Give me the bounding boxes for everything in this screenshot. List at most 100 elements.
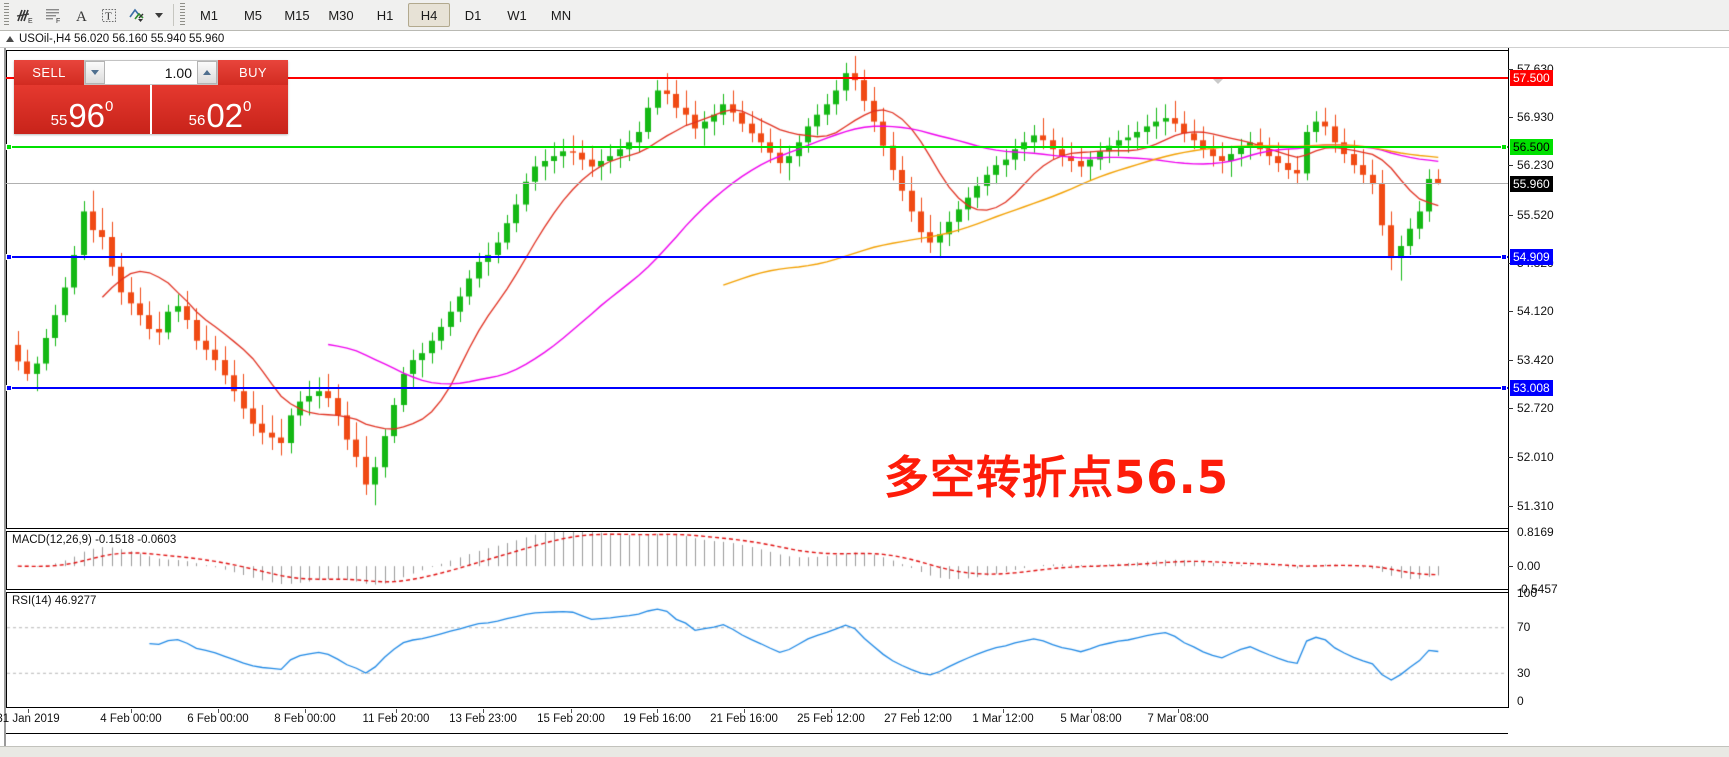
time-axis-label: 11 Feb 20:00 [362,713,430,725]
timeframe-h4[interactable]: H4 [408,3,450,27]
text-label-icon[interactable]: A [67,2,95,28]
triangle-up-icon[interactable] [6,36,14,42]
chart-area[interactable]: MACD(12,26,9) -0.1518 -0.0603 RSI(14) 46… [0,48,1729,757]
level-handle[interactable] [6,385,12,392]
price-level-badge-last-price[interactable]: 55.960 [1510,176,1553,193]
scroll-indicator-icon[interactable] [1212,78,1224,84]
level-line-56-500[interactable] [6,145,1508,148]
time-tick [218,709,219,713]
caret-up-icon [203,70,211,75]
trade-panel-prices: 55 96 0 56 02 0 [14,85,288,134]
sell-price-big: 96 [68,97,106,134]
rsi-label: RSI(14) 46.9277 [12,595,97,607]
chart-annotation-text: 多空转折点56.5 [884,451,1230,504]
time-tick [1003,709,1004,713]
price-level-badge-support[interactable]: 53.008 [1510,380,1553,397]
rsi-scale-label: 30 [1517,665,1531,680]
text-box-icon[interactable]: T [95,2,123,28]
sell-price-display[interactable]: 55 96 0 [14,85,150,134]
time-tick [131,709,132,713]
level-line-55-960[interactable] [6,183,1508,185]
macd-scale-label: 0.00 [1517,559,1541,574]
time-tick [831,709,832,713]
svg-text:A: A [76,9,87,25]
price-tick-label: 55.520 [1517,207,1554,222]
time-axis-label: 15 Feb 20:00 [537,713,605,725]
time-axis-label: 13 Feb 23:00 [449,713,517,725]
time-axis-label: 1 Mar 12:00 [972,713,1034,725]
price-tick-label: 52.720 [1517,401,1554,416]
price-tick [1508,408,1513,410]
buy-button[interactable]: BUY [218,60,288,85]
level-handle[interactable] [1501,385,1507,392]
level-line-54-909[interactable] [6,255,1508,258]
level-line-53-008[interactable] [6,387,1508,390]
time-tick [28,709,29,713]
buy-price-display[interactable]: 56 02 0 [152,85,288,134]
timeframe-h1[interactable]: H1 [376,7,394,23]
price-chart-panel[interactable] [6,50,1728,529]
macd-scale-label: -0.5457 [1517,582,1558,596]
macd-panel[interactable]: MACD(12,26,9) -0.1518 -0.0603 [6,531,1728,590]
price-level-badge-resistance[interactable]: 57.500 [1510,69,1553,86]
trade-panel-top-row: SELL 1.00 BUY [14,60,288,85]
time-tick [483,709,484,713]
price-level-badge-pivot[interactable]: 56.500 [1510,138,1553,155]
timeframe-m5[interactable]: M5 [243,7,263,23]
level-handle[interactable] [1501,253,1507,260]
one-click-trading-panel[interactable]: SELL 1.00 BUY 55 96 0 56 02 0 [14,60,288,134]
price-tick [1508,68,1513,70]
timeframe-grip[interactable] [180,3,185,27]
indicators-icon[interactable]: E [11,2,39,28]
timeframe-m30[interactable]: M30 [328,7,354,23]
buy-price-integer: 56 [188,112,206,129]
price-tick [1508,311,1513,313]
price-tick-label: 53.420 [1517,352,1554,367]
timeframe-w1[interactable]: W1 [507,7,527,23]
main-toolbar: E F A T M1 M5 M15 M30 [0,0,1729,31]
macd-canvas[interactable] [7,532,1507,589]
time-axis-label: 31 Jan 2019 [0,713,60,725]
buy-price-big: 02 [206,97,244,134]
price-scale[interactable]: 57.63056.93056.23055.52054.82054.12053.4… [1508,48,1729,757]
volume-decrease-button[interactable] [85,61,105,84]
price-tick [1508,457,1513,459]
time-axis-label: 27 Feb 12:00 [884,713,952,725]
toolbar-divider [173,4,174,26]
timeframe-mn[interactable]: MN [550,7,572,23]
level-handle[interactable] [1501,143,1507,150]
svg-text:E: E [28,18,33,25]
timeframe-m1[interactable]: M1 [199,7,219,23]
chevron-down-icon[interactable] [151,2,167,28]
level-handle[interactable] [6,143,12,150]
price-tick-label: 56.930 [1517,110,1554,125]
objects-icon[interactable] [123,2,151,28]
toolbar-grip[interactable] [4,3,9,27]
time-tick [571,709,572,713]
time-axis[interactable]: 31 Jan 2019 4 Feb 00:00 6 Feb 00:00 8 Feb 0… [0,709,1728,733]
rsi-scale-label: 70 [1517,620,1531,635]
price-tick [1508,165,1513,167]
level-line-57-500[interactable] [6,76,1508,79]
time-axis-label: 19 Feb 16:00 [623,713,691,725]
volume-stepper[interactable]: 1.00 [84,60,218,85]
rsi-canvas[interactable] [7,593,1507,707]
time-tick [1091,709,1092,713]
time-axis-label: 21 Feb 16:00 [710,713,778,725]
sell-button[interactable]: SELL [14,60,84,85]
rsi-panel[interactable]: RSI(14) 46.9277 [6,592,1728,708]
grid-icon[interactable]: F [39,2,67,28]
macd-tick [1508,566,1513,568]
time-tick [744,709,745,713]
caret-down-icon [91,70,99,75]
sell-price-integer: 55 [50,112,68,129]
timeframe-m15[interactable]: M15 [284,7,310,23]
volume-input[interactable]: 1.00 [164,64,192,81]
price-scale-axis-line [1508,48,1509,708]
price-level-badge-support[interactable]: 54.909 [1510,248,1553,265]
level-handle[interactable] [6,253,12,260]
volume-increase-button[interactable] [197,61,217,84]
timeframe-d1[interactable]: D1 [464,7,482,23]
time-axis-label: 5 Mar 08:00 [1060,713,1122,725]
macd-scale-label: 0.8169 [1517,525,1554,539]
